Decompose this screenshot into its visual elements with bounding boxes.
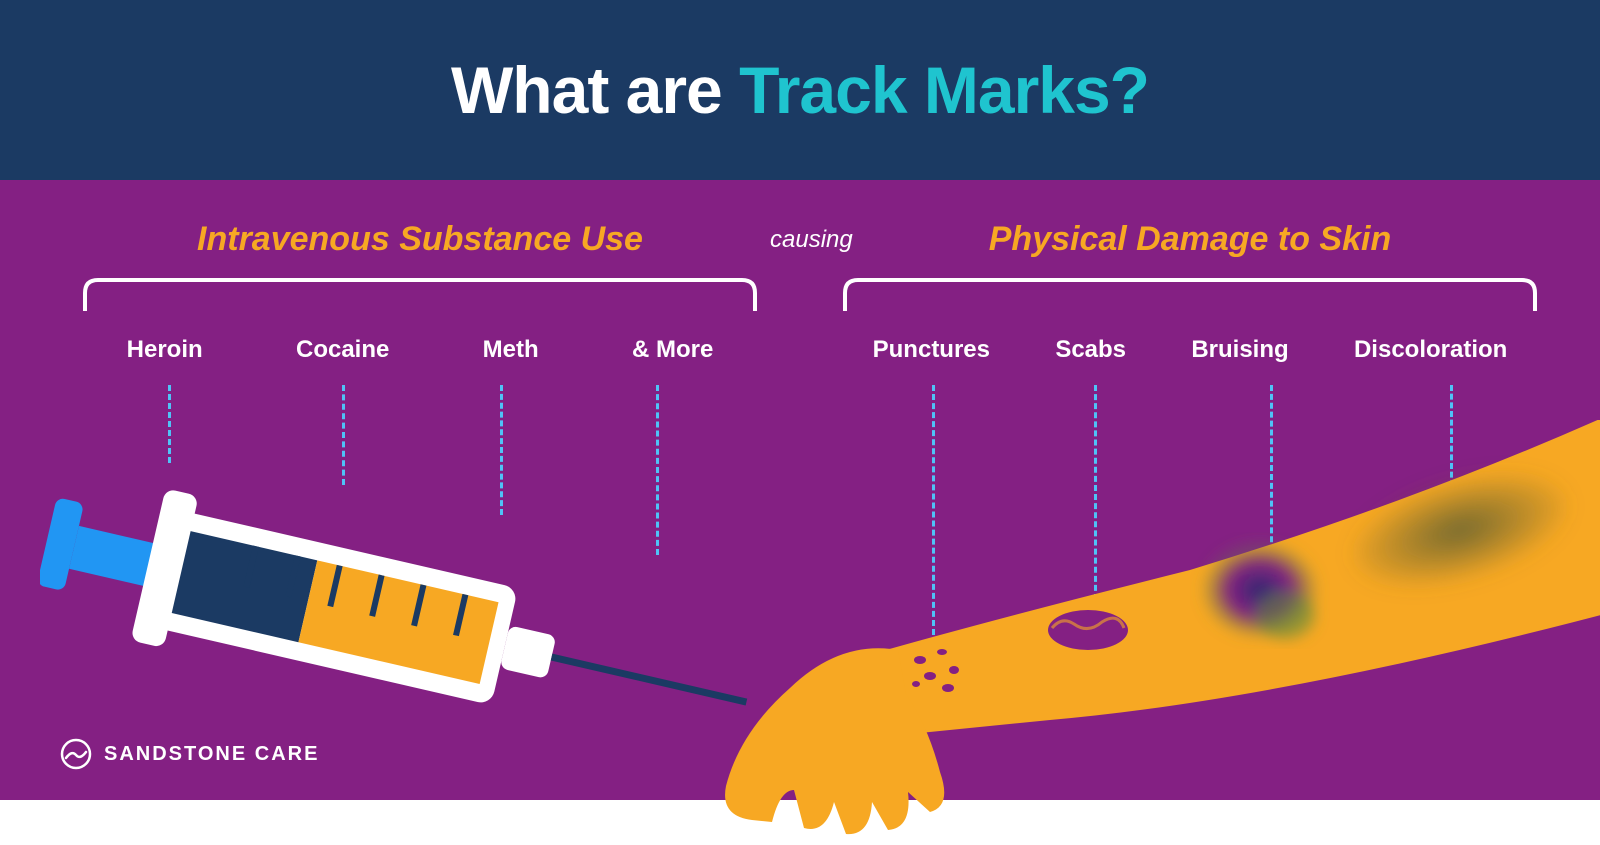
label-discoloration: Discoloration <box>1354 336 1507 364</box>
label-heroin: Heroin <box>127 336 203 364</box>
dash-heroin <box>168 385 171 463</box>
syringe-illustration <box>40 480 760 760</box>
label-more: & More <box>632 336 713 364</box>
label-scabs: Scabs <box>1055 336 1126 364</box>
section-substance-use: Intravenous Substance Use Heroin Cocaine… <box>80 220 760 364</box>
label-bruising: Bruising <box>1191 336 1288 364</box>
label-cocaine: Cocaine <box>296 336 389 364</box>
arm-illustration <box>720 420 1600 840</box>
bracket-left <box>80 275 760 311</box>
label-punctures: Punctures <box>873 336 990 364</box>
logo-text: SANDSTONE CARE <box>104 743 319 766</box>
brand-logo: SANDSTONE CARE <box>60 738 319 770</box>
dash-cocaine <box>342 385 345 485</box>
main-content: Intravenous Substance Use Heroin Cocaine… <box>0 180 1600 800</box>
title-accent: Track Marks? <box>739 53 1149 127</box>
bracket-right <box>840 275 1540 311</box>
title-prefix: What are <box>451 53 739 127</box>
section-title-left: Intravenous Substance Use <box>80 220 760 259</box>
label-meth: Meth <box>483 336 539 364</box>
section-skin-damage: Physical Damage to Skin Punctures Scabs … <box>840 220 1540 364</box>
labels-right: Punctures Scabs Bruising Discoloration <box>840 336 1540 364</box>
page-title: What are Track Marks? <box>451 52 1149 128</box>
header-banner: What are Track Marks? <box>0 0 1600 180</box>
logo-icon <box>60 738 92 770</box>
labels-left: Heroin Cocaine Meth & More <box>80 336 760 364</box>
section-title-right: Physical Damage to Skin <box>840 220 1540 259</box>
